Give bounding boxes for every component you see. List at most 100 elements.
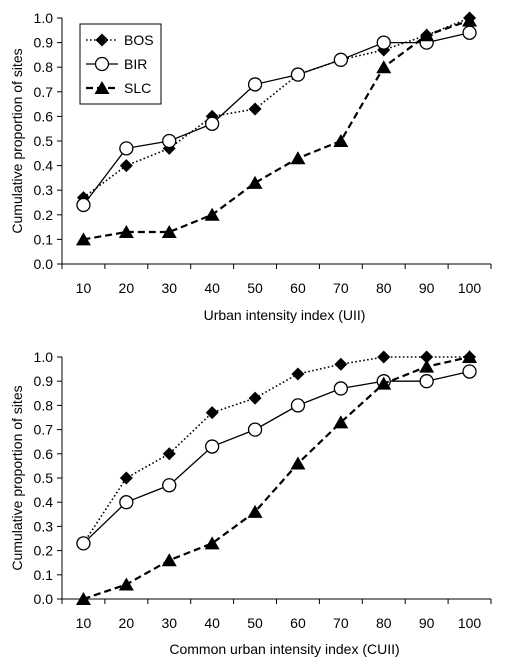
x-tick-label: 50	[247, 615, 263, 631]
x-tick-label: 50	[247, 280, 263, 296]
data-point-bir	[204, 439, 220, 454]
x-tick-label: 60	[290, 615, 306, 631]
x-tick-label: 20	[119, 615, 135, 631]
x-tick-label: 80	[376, 280, 392, 296]
y-tick-label: 0.5	[34, 133, 54, 149]
x-tick-label: 20	[119, 280, 135, 296]
x-tick-label: 10	[76, 615, 92, 631]
data-point-bir	[290, 67, 306, 82]
y-tick-label: 0.7	[34, 422, 54, 438]
series-bir	[76, 25, 477, 213]
data-point-bir	[162, 133, 177, 149]
data-point-slc	[75, 592, 91, 605]
data-point-bir	[204, 116, 220, 131]
y-tick-label: 0.8	[34, 397, 54, 413]
x-tick-label: 10	[76, 280, 92, 296]
data-point-slc	[419, 359, 435, 373]
x-tick-label: 80	[376, 615, 392, 631]
data-point-slc	[161, 225, 177, 239]
y-tick-label: 0.3	[34, 518, 54, 534]
x-tick-label: 90	[419, 615, 435, 631]
data-point-bos	[248, 391, 262, 405]
data-point-slc	[290, 456, 306, 470]
x-tick-label: 40	[204, 280, 220, 296]
legend: BOS BIR SLC	[79, 23, 162, 105]
data-point-bir	[119, 495, 134, 510]
series-line-bir	[83, 370, 470, 544]
series-line-bir	[82, 32, 470, 206]
y-tick-label: 0.8	[34, 59, 54, 75]
legend-marker-bos	[95, 33, 109, 47]
x-tick-label: 100	[458, 615, 482, 631]
x-tick-label: 40	[204, 615, 220, 631]
data-point-slc	[118, 577, 134, 591]
data-point-slc	[161, 553, 177, 567]
data-point-bos	[377, 350, 391, 364]
x-tick-label: 70	[333, 280, 349, 296]
y-tick-label: 0.4	[34, 494, 54, 510]
y-tick-label: 0.3	[34, 182, 54, 198]
legend-label-bir: BIR	[124, 56, 147, 72]
data-point-slc	[75, 232, 91, 246]
chart-2: 0.0 0.1 0.2 0.3 0.4 0.5 0.6 0.7 0.8 0.9 1.0 10 20 30 4…	[9, 349, 492, 657]
data-point-bos	[119, 159, 133, 173]
y-tick-label: 0.6	[34, 446, 54, 462]
y-tick-label: 0.5	[34, 470, 54, 486]
y-axis-title: Cumulative proportion of sites	[9, 385, 25, 570]
series-line-slc	[83, 19, 470, 241]
chart-1: 0.0 0.1 0.2 0.3 0.4 0.5 0.6 0.7 0.8 0.9 1.0 10 20 30 4…	[9, 10, 492, 323]
data-point-bir	[290, 398, 306, 413]
legend-label-slc: SLC	[124, 80, 151, 96]
y-tick-label: 0.4	[34, 158, 54, 174]
data-point-bos	[119, 471, 133, 485]
data-point-slc	[376, 376, 392, 390]
y-tick-label: 0.6	[34, 108, 54, 124]
data-point-bos	[205, 406, 219, 420]
y-tick-label: 0.7	[34, 84, 54, 100]
series-slc	[75, 350, 478, 605]
data-point-slc	[204, 536, 220, 550]
x-tick-label: 100	[458, 280, 482, 296]
data-point-bir	[247, 77, 263, 92]
data-point-bir	[462, 364, 477, 379]
data-point-bir	[376, 35, 391, 50]
series-bir	[76, 364, 477, 551]
y-tick-label: 1.0	[34, 349, 54, 365]
series-bos	[76, 350, 477, 550]
y-tick-label: 0.1	[34, 231, 54, 247]
data-point-slc	[462, 350, 478, 363]
series-line-bos	[82, 17, 470, 199]
y-tick-label: 0.1	[34, 567, 54, 583]
y-tick-label: 0.9	[34, 35, 54, 51]
data-point-slc	[247, 175, 263, 189]
x-axis-title: Common urban intensity index (CUII)	[169, 641, 399, 657]
data-point-slc	[333, 134, 349, 147]
data-point-bir	[76, 536, 91, 551]
data-point-slc	[290, 151, 306, 165]
y-tick-label: 1.0	[34, 10, 54, 26]
data-point-bir	[76, 197, 91, 213]
data-point-bir	[247, 422, 263, 437]
y-tick-label: 0.2	[34, 207, 54, 223]
data-point-bir	[419, 374, 434, 389]
x-tick-label: 70	[333, 615, 349, 631]
data-point-bir	[333, 52, 349, 67]
data-point-slc	[376, 60, 392, 74]
y-tick-label: 0.0	[34, 591, 54, 607]
data-point-slc	[247, 504, 263, 518]
series-slc	[75, 13, 478, 246]
x-tick-label: 90	[419, 280, 435, 296]
data-point-bir	[162, 478, 177, 493]
x-tick-label: 60	[290, 280, 306, 296]
data-point-bir	[119, 141, 134, 156]
data-point-bos	[291, 367, 305, 381]
x-tick-label: 30	[161, 615, 177, 631]
data-point-bir	[462, 25, 477, 40]
data-point-slc	[118, 225, 134, 239]
data-point-slc	[462, 13, 478, 27]
legend-marker-bir	[94, 56, 110, 72]
y-tick-label: 0.2	[34, 543, 54, 559]
x-axis-title: Urban intensity index (UII)	[204, 307, 366, 323]
data-point-slc	[419, 28, 435, 42]
series-line-slc	[83, 355, 470, 601]
